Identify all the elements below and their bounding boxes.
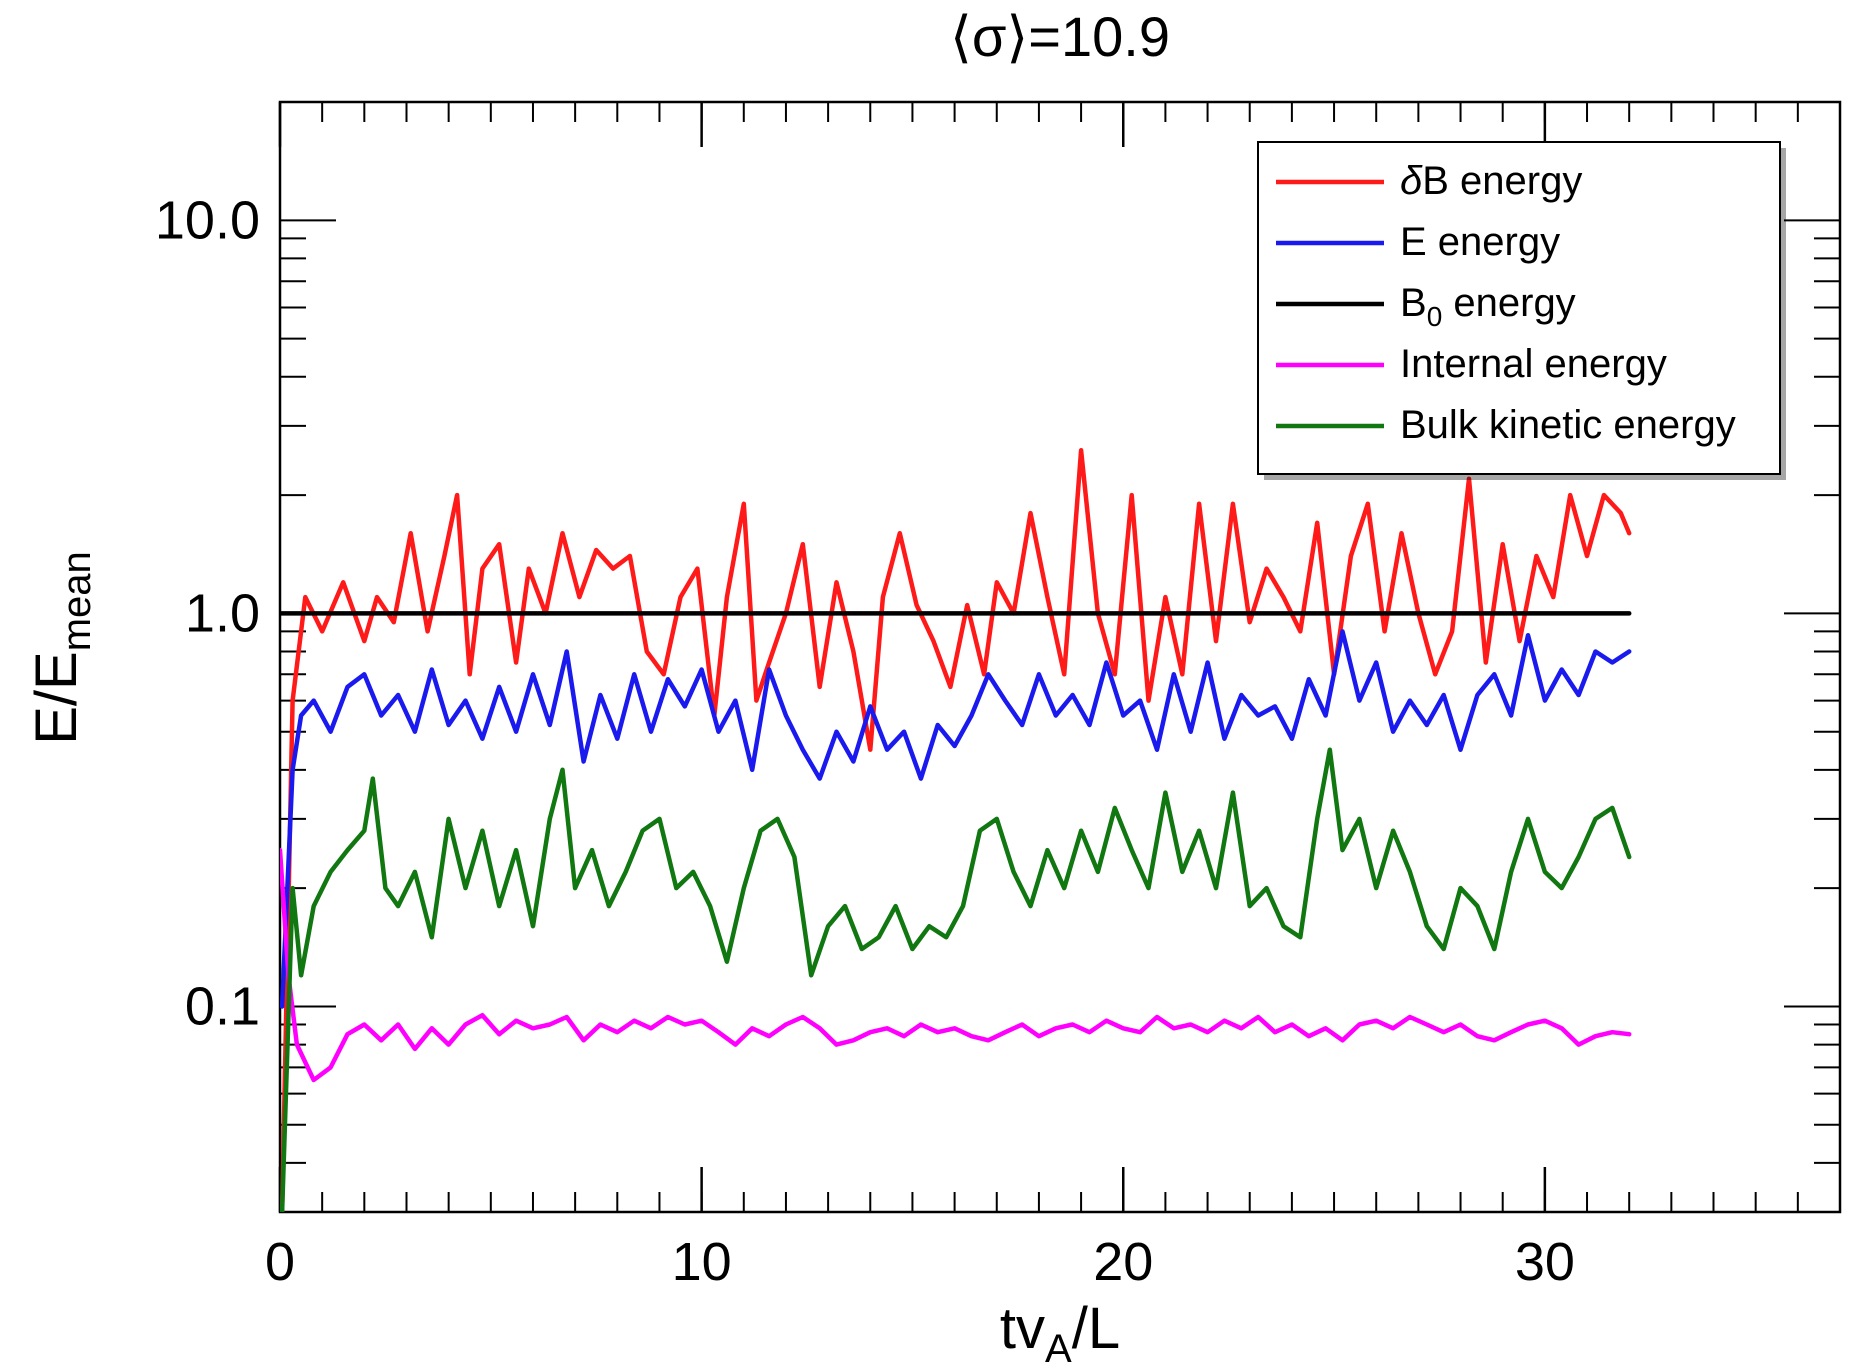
y-tick-label: 10.0 xyxy=(155,190,260,250)
x-axis-label: tvA/L xyxy=(1000,1296,1120,1366)
plot-frame xyxy=(278,100,1842,1214)
legend-label-bulk: Bulk kinetic energy xyxy=(1400,403,1736,447)
x-tick-label: 30 xyxy=(1515,1232,1575,1292)
y-axis-label: E/Emean xyxy=(24,551,99,745)
y-tick-label: 1.0 xyxy=(185,583,260,643)
legend: δB energy E energy B0 energy Internal energ… xyxy=(1257,141,1786,480)
legend-entries: δB energy E energy B0 energy Internal energ… xyxy=(1276,159,1736,447)
series-line-bulk-kinetic-energy xyxy=(280,747,1632,1212)
y-axis-ticks: 0.1 1.0 10.0 xyxy=(155,190,260,1036)
x-tick-label: 10 xyxy=(672,1232,732,1292)
x-axis-ticks: 0 10 20 30 xyxy=(265,102,1575,1292)
chart-title: ⟨σ⟩=10.9 xyxy=(950,5,1170,68)
series-line-internal-energy xyxy=(280,847,1632,1083)
legend-box xyxy=(1257,141,1781,475)
series-line-e-energy xyxy=(280,629,1632,1009)
legend-label-int: Internal energy xyxy=(1400,342,1667,386)
legend-label-b0: B0 energy xyxy=(1400,281,1576,332)
x-tick-label: 0 xyxy=(265,1232,295,1292)
y-tick-label: 0.1 xyxy=(185,976,260,1036)
legend-label-db: δB energy xyxy=(1400,159,1582,203)
legend-label-e: E energy xyxy=(1400,220,1560,264)
series-layer xyxy=(280,448,1632,1212)
series-line-b-energy xyxy=(280,448,1632,1212)
x-tick-label: 20 xyxy=(1093,1232,1153,1292)
